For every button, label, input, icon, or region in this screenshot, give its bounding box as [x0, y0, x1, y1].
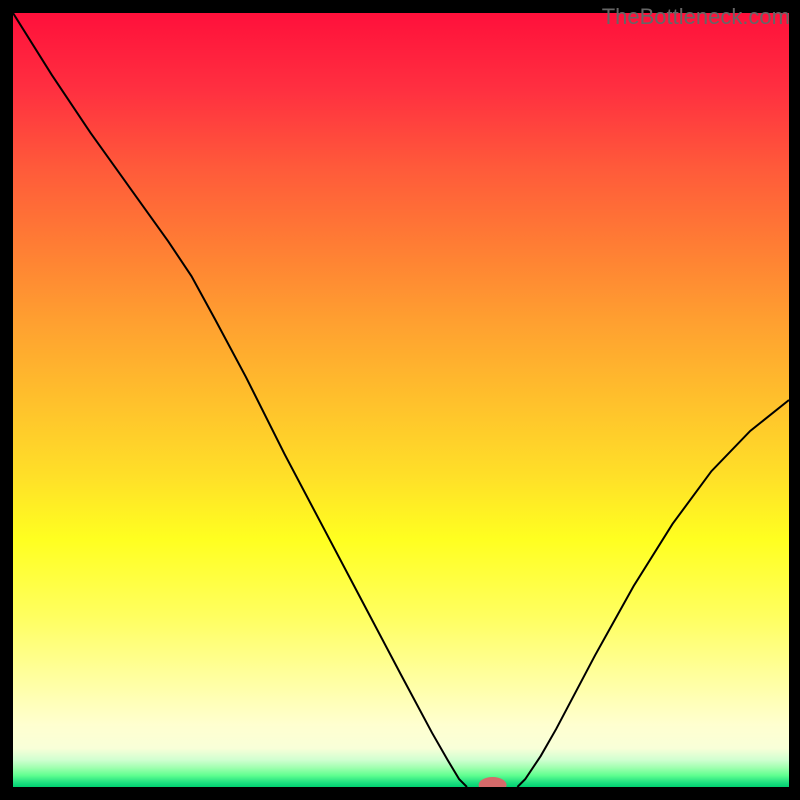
chart-container: TheBottleneck.com	[0, 0, 800, 800]
plot-svg	[13, 13, 789, 787]
gradient-background	[13, 13, 789, 787]
watermark-text: TheBottleneck.com	[602, 4, 790, 30]
plot-area	[13, 13, 789, 787]
